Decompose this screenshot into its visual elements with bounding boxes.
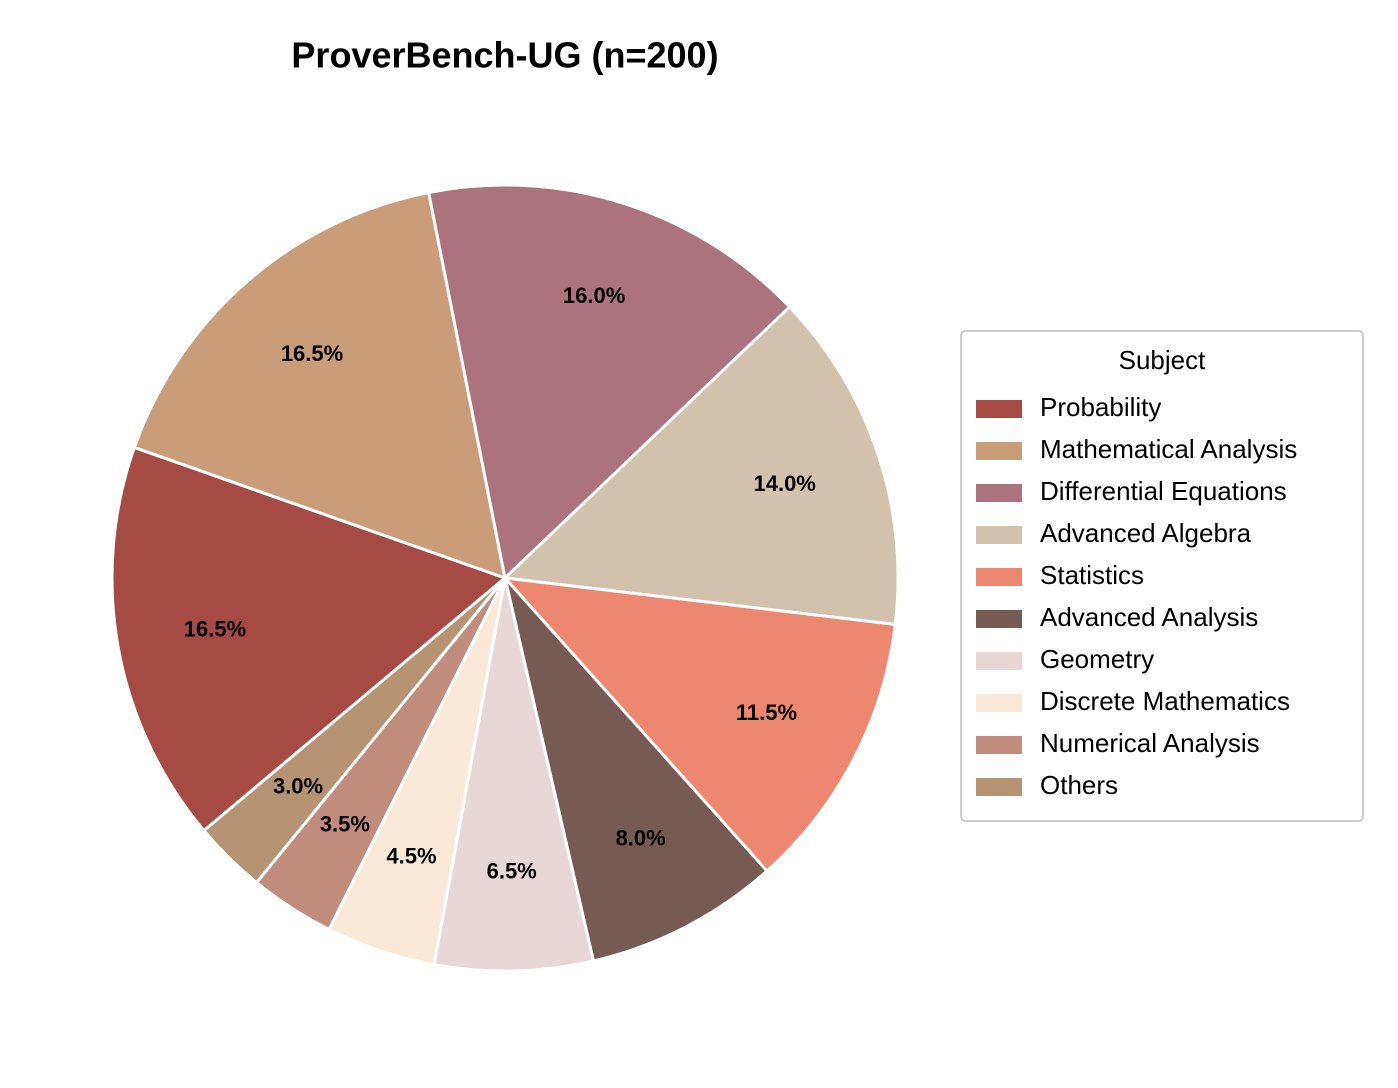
legend-title: Subject — [1119, 345, 1206, 375]
legend-swatch — [976, 442, 1022, 460]
value-label: 3.0% — [273, 774, 323, 799]
legend-label: Statistics — [1040, 560, 1144, 590]
wedge — [426, 183, 792, 581]
value-label: 11.5% — [736, 700, 797, 725]
wedge — [110, 445, 508, 833]
legend-label: Geometry — [1040, 644, 1154, 674]
value-label: 14.0% — [753, 471, 815, 496]
value-label: 3.5% — [320, 811, 370, 836]
legend-swatch — [976, 652, 1022, 670]
value-label: 16.5% — [281, 341, 343, 366]
legend-swatch — [976, 568, 1022, 586]
legend-swatch — [976, 736, 1022, 754]
legend-label: Numerical Analysis — [1040, 728, 1260, 758]
value-label: 16.0% — [563, 283, 625, 308]
wedge — [132, 190, 507, 581]
wedge — [503, 577, 770, 963]
legend: Subject Probability Mathematical Analysis… — [960, 330, 1364, 822]
value-label: 8.0% — [616, 825, 666, 850]
wedge — [501, 576, 897, 874]
legend-label: Mathematical Analysis — [1040, 434, 1297, 464]
legend-box — [960, 330, 1364, 822]
legend-swatch — [976, 484, 1022, 502]
legend-label: Discrete Mathematics — [1040, 686, 1290, 716]
legend-swatch — [976, 526, 1022, 544]
legend-label: Others — [1040, 770, 1118, 800]
chart-title: ProverBench-UG (n=200) — [291, 35, 718, 76]
wedge — [432, 577, 596, 973]
legend-label: Advanced Algebra — [1040, 518, 1252, 548]
wedge — [201, 576, 507, 885]
pie: 16.5% 16.5% 16.0% 14.0% 11.5% 8.0% 6.5% 4.5% 3.5… — [110, 183, 900, 973]
value-label: 6.5% — [487, 858, 537, 883]
legend-swatch — [976, 694, 1022, 712]
legend-swatch — [976, 778, 1022, 796]
value-label: 16.5% — [184, 617, 246, 642]
legend-label: Probability — [1040, 392, 1161, 422]
legend-label: Differential Equations — [1040, 476, 1287, 506]
wedge — [501, 304, 900, 627]
value-label: 4.5% — [386, 843, 436, 868]
legend-label: Advanced Analysis — [1040, 602, 1258, 632]
legend-swatch — [976, 400, 1022, 418]
legend-swatch — [976, 610, 1022, 628]
